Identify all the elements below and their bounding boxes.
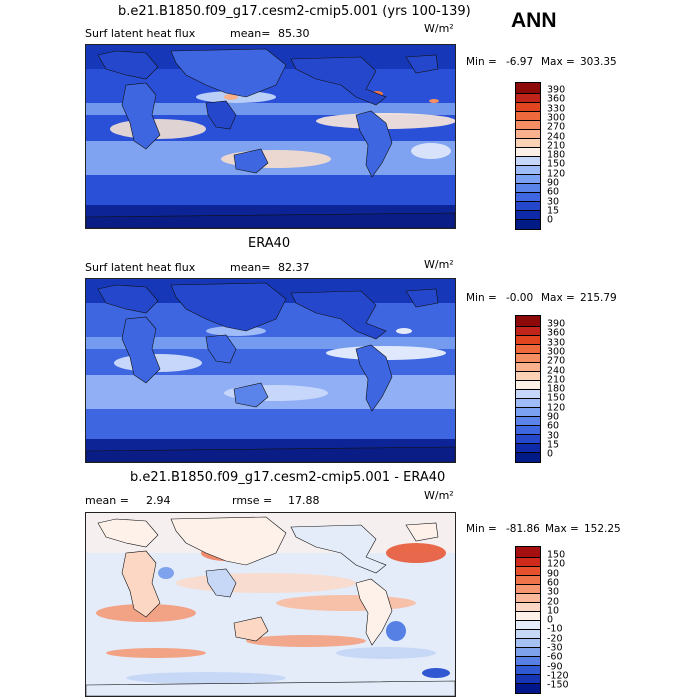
panel-2-colorbar-tick: 120 [547, 402, 566, 414]
panel-3-colorbar-tick: -10 [547, 623, 563, 635]
panel-3-min-label: Min = [466, 523, 497, 535]
panel-2-colorbar-tick: 360 [547, 327, 566, 339]
panel-2-mean-value: 82.37 [278, 261, 310, 274]
panel-3-rmse-value: 17.88 [288, 494, 320, 507]
panel-1-colorbar [515, 82, 541, 230]
panel-1-title: b.e21.B1850.f09_g17.cesm2-cmip5.001 (yrs… [118, 4, 471, 19]
panel-2-mean-label: mean= [230, 261, 271, 274]
panel-1-map [85, 44, 456, 229]
panel-1-min-value: -6.97 [506, 56, 534, 68]
panel-3-colorbar-tick: 20 [547, 596, 560, 607]
panel-1-mean-label: mean= [230, 27, 271, 40]
panel-1-colorbar-tick: 30 [547, 196, 560, 208]
panel-1-min-label: Min = [466, 56, 497, 68]
panel-1-max-label: Max = [541, 56, 575, 68]
panel-1-colorbar-tick: 60 [547, 186, 560, 198]
panel-1-mean-value: 85.30 [278, 27, 310, 40]
panel-3-mean-value: 2.94 [146, 494, 171, 507]
panel-1-colorbar-tick: 270 [547, 121, 566, 133]
panel-2-units: W/m² [424, 258, 454, 271]
panel-3-units: W/m² [424, 489, 454, 502]
panel-3-min-value: -81.86 [506, 523, 540, 535]
panel-3-map [85, 512, 456, 697]
panel-1-colorbar-tick: 150 [547, 158, 566, 170]
panel-2-colorbar-tick: 390 [547, 318, 566, 330]
panel-3-colorbar-tick: 120 [547, 558, 566, 570]
panel-3-colorbar-tick: -150 [547, 679, 569, 691]
panel-2-colorbar [515, 315, 541, 463]
panel-2-max-label: Max = [541, 292, 575, 304]
panel-3-rmse-label: rmse = [232, 494, 273, 507]
panel-2-colorbar-tick: 15 [547, 439, 560, 451]
panel-1-max-value: 303.35 [580, 56, 617, 68]
panel-1-colorbar-tick: 330 [547, 103, 566, 115]
panel-3-colorbar-tick: 0 [547, 614, 554, 626]
panel-1-colorbar-tick: 180 [547, 149, 566, 161]
panel-1-colorbar-tick: 15 [547, 205, 560, 217]
panel-1-colorbar-tick: 210 [547, 140, 566, 152]
panel-3-colorbar-tick: 90 [547, 568, 560, 580]
panel-3-colorbar [515, 546, 541, 694]
panel-1-colorbar-tick: 120 [547, 168, 566, 180]
panel-3-colorbar-tick: -20 [547, 633, 563, 645]
panel-2-colorbar-tick: 300 [547, 346, 566, 358]
panel-1-colorbar-tick: 90 [547, 177, 560, 189]
panel-2-min-label: Min = [466, 292, 497, 304]
panel-1-variable-label: Surf latent heat flux [85, 27, 196, 40]
panel-3-colorbar-tick: 150 [547, 549, 566, 561]
panel-2-colorbar-tick: 150 [547, 392, 566, 404]
panel-2-colorbar-tick: 180 [547, 383, 566, 395]
panel-1-units: W/m² [424, 22, 454, 35]
panel-2-colorbar-tick: 60 [547, 420, 560, 432]
panel-3-max-label: Max = [545, 523, 579, 535]
panel-3-colorbar-tick: 10 [547, 605, 560, 617]
panel-2-colorbar-tick: 30 [547, 430, 560, 442]
panel-1-colorbar-tick: 390 [547, 84, 566, 96]
panel-3-colorbar-tick: 30 [547, 586, 560, 598]
panel-3-colorbar-tick: -30 [547, 642, 563, 654]
panel-3-colorbar-tick: -90 [547, 661, 563, 673]
panel-1-colorbar-tick: 240 [547, 131, 566, 142]
panel-2-title: ERA40 [248, 236, 291, 251]
panel-2-colorbar-tick: 0 [547, 448, 554, 460]
panel-3-colorbar-tick: -60 [547, 651, 563, 663]
panel-2-map [85, 278, 456, 463]
panel-3-colorbar-tick: 60 [547, 577, 560, 589]
panel-1-colorbar-tick: 300 [547, 112, 566, 124]
panel-2-min-value: -0.00 [506, 292, 534, 304]
season-label: ANN [511, 9, 557, 32]
panel-2-colorbar-tick: 330 [547, 337, 566, 349]
panel-1-colorbar-tick: 0 [547, 214, 554, 226]
panel-1-colorbar-tick: 360 [547, 93, 566, 105]
panel-3-mean-label: mean = [85, 494, 129, 507]
panel-2-colorbar-tick: 90 [547, 411, 560, 423]
panel-2-variable-label: Surf latent heat flux [85, 261, 196, 274]
panel-2-colorbar-tick: 270 [547, 355, 566, 367]
panel-2-colorbar-tick: 240 [547, 365, 566, 376]
panel-3-title: b.e21.B1850.f09_g17.cesm2-cmip5.001 - ER… [130, 470, 446, 485]
panel-2-max-value: 215.79 [580, 292, 617, 304]
panel-2-colorbar-tick: 210 [547, 374, 566, 386]
panel-3-max-value: 152.25 [584, 523, 621, 535]
panel-3-colorbar-tick: -120 [547, 670, 569, 682]
